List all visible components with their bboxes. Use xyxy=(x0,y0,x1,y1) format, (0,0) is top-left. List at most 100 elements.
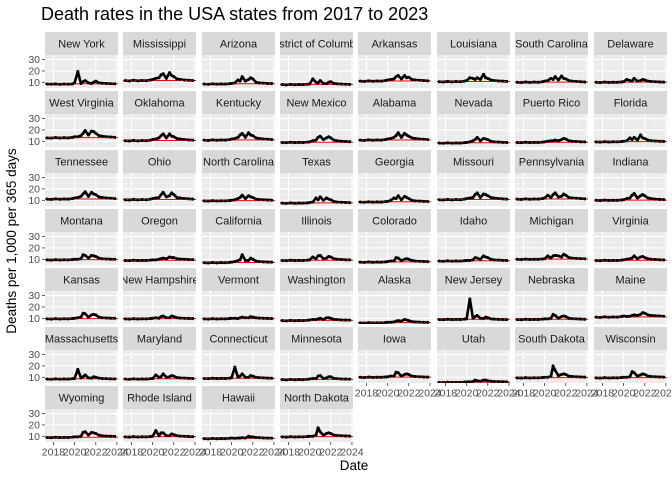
data-point xyxy=(251,315,255,319)
data-point xyxy=(132,138,136,142)
data-point xyxy=(301,258,305,262)
data-point xyxy=(240,315,244,319)
data-point xyxy=(219,138,223,142)
data-point xyxy=(161,314,165,318)
data-point xyxy=(658,80,662,84)
data-point xyxy=(583,375,587,379)
data-point xyxy=(318,430,322,434)
data-point xyxy=(410,198,414,202)
data-point xyxy=(49,436,53,440)
facet-panel: District of Columbia xyxy=(269,32,365,88)
data-point xyxy=(635,257,639,261)
data-point xyxy=(536,197,540,201)
data-point xyxy=(475,313,479,317)
data-point xyxy=(97,433,101,437)
data-point xyxy=(475,256,479,260)
data-point xyxy=(127,435,131,439)
data-point xyxy=(123,377,127,381)
data-point xyxy=(394,134,398,138)
data-point xyxy=(594,140,598,144)
facet-panel: New Hampshire xyxy=(123,268,196,324)
data-point xyxy=(471,258,475,262)
data-point xyxy=(496,197,500,201)
data-point xyxy=(560,194,564,198)
x-tick-label: 2018 xyxy=(355,388,379,400)
data-point xyxy=(104,81,108,85)
data-point xyxy=(49,317,53,321)
data-point xyxy=(607,376,611,380)
data-point xyxy=(519,141,523,145)
data-point xyxy=(441,318,445,322)
data-point xyxy=(450,198,454,202)
data-point xyxy=(79,257,83,261)
data-point xyxy=(396,319,400,323)
data-point xyxy=(182,376,186,380)
data-point xyxy=(230,376,234,380)
data-point xyxy=(327,375,331,379)
data-point xyxy=(649,375,653,379)
data-point xyxy=(308,434,312,438)
data-point xyxy=(104,316,108,320)
facet-strip xyxy=(123,386,196,409)
data-point xyxy=(113,257,117,261)
data-point xyxy=(76,257,80,261)
data-point xyxy=(622,139,626,143)
data-point xyxy=(284,259,288,263)
facet-strip-label: Washington xyxy=(288,275,346,287)
data-point xyxy=(261,260,265,264)
data-point xyxy=(399,77,403,81)
data-point xyxy=(362,200,366,204)
data-point xyxy=(215,138,219,142)
data-point xyxy=(157,136,161,140)
data-point xyxy=(389,136,393,140)
data-point xyxy=(594,258,598,262)
data-point xyxy=(83,312,87,316)
data-point xyxy=(270,260,274,264)
data-point xyxy=(270,376,274,380)
y-tick-label: 10 xyxy=(28,372,40,384)
data-point xyxy=(266,137,270,141)
facet-strip-label: District of Columbia xyxy=(269,39,365,51)
data-point xyxy=(270,436,274,440)
facet-strip-label: Kentucky xyxy=(216,98,262,110)
data-point xyxy=(49,82,53,86)
data-point xyxy=(653,314,657,318)
data-point xyxy=(450,381,454,383)
x-tick-label: 2020 xyxy=(612,388,636,400)
data-point xyxy=(635,138,639,142)
data-point xyxy=(579,140,583,144)
data-point xyxy=(489,379,493,383)
data-point xyxy=(140,139,144,143)
data-point xyxy=(182,316,186,320)
data-point xyxy=(206,437,210,441)
data-point xyxy=(358,260,362,264)
data-point xyxy=(293,141,297,145)
data-point xyxy=(468,380,472,383)
facet-strip-label: Massachusetts xyxy=(45,334,119,346)
facet-strip-label: Oregon xyxy=(141,216,178,228)
data-point xyxy=(62,82,66,86)
data-point xyxy=(161,132,165,136)
series-group xyxy=(45,367,118,381)
data-point xyxy=(73,316,77,320)
data-point xyxy=(289,82,293,86)
data-point xyxy=(344,318,348,322)
data-point xyxy=(223,138,227,142)
data-point xyxy=(247,131,251,135)
data-point xyxy=(136,79,140,83)
data-point xyxy=(603,140,607,144)
data-point xyxy=(639,312,643,316)
x-tick-label: 2020 xyxy=(220,447,244,459)
x-tick-label: 2018 xyxy=(120,447,144,459)
data-point xyxy=(175,136,179,140)
data-point xyxy=(556,195,560,199)
data-point xyxy=(396,256,400,260)
data-point xyxy=(519,318,523,322)
data-point xyxy=(426,375,430,379)
data-point xyxy=(206,138,210,142)
data-point xyxy=(486,138,490,142)
data-point xyxy=(553,75,557,79)
data-point xyxy=(348,201,352,205)
